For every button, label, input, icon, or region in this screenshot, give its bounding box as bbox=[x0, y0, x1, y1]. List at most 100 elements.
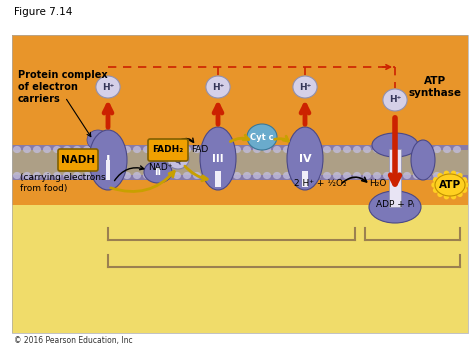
Ellipse shape bbox=[273, 172, 281, 179]
Ellipse shape bbox=[73, 146, 81, 153]
Ellipse shape bbox=[423, 172, 431, 179]
Ellipse shape bbox=[133, 172, 141, 179]
Ellipse shape bbox=[243, 172, 251, 179]
Text: H⁺: H⁺ bbox=[212, 82, 224, 92]
Ellipse shape bbox=[383, 172, 391, 179]
Ellipse shape bbox=[343, 172, 351, 179]
Ellipse shape bbox=[213, 146, 221, 153]
Ellipse shape bbox=[63, 172, 71, 179]
Ellipse shape bbox=[443, 172, 451, 179]
Ellipse shape bbox=[253, 146, 261, 153]
Text: Cyt c: Cyt c bbox=[250, 132, 274, 142]
Ellipse shape bbox=[153, 172, 161, 179]
Ellipse shape bbox=[173, 172, 181, 179]
Ellipse shape bbox=[113, 172, 121, 179]
Ellipse shape bbox=[293, 76, 317, 98]
Text: ADP + Pᵢ: ADP + Pᵢ bbox=[376, 200, 414, 209]
Ellipse shape bbox=[393, 146, 401, 153]
Ellipse shape bbox=[153, 146, 161, 153]
Text: ATP: ATP bbox=[439, 180, 461, 190]
Ellipse shape bbox=[293, 172, 301, 179]
Ellipse shape bbox=[103, 172, 111, 179]
Ellipse shape bbox=[303, 146, 311, 153]
Ellipse shape bbox=[253, 172, 261, 179]
Ellipse shape bbox=[353, 172, 361, 179]
Bar bbox=[12, 35, 468, 333]
Text: ATP
synthase: ATP synthase bbox=[409, 76, 462, 98]
Ellipse shape bbox=[43, 172, 51, 179]
Ellipse shape bbox=[73, 172, 81, 179]
Ellipse shape bbox=[173, 146, 181, 153]
Ellipse shape bbox=[87, 130, 109, 150]
Ellipse shape bbox=[433, 172, 441, 179]
Text: H⁺: H⁺ bbox=[102, 82, 114, 92]
Ellipse shape bbox=[123, 146, 131, 153]
Ellipse shape bbox=[233, 146, 241, 153]
Ellipse shape bbox=[203, 146, 211, 153]
Text: H₂O: H₂O bbox=[369, 179, 387, 187]
Ellipse shape bbox=[313, 146, 321, 153]
Ellipse shape bbox=[263, 146, 271, 153]
Ellipse shape bbox=[363, 172, 371, 179]
Ellipse shape bbox=[453, 172, 461, 179]
Text: NADH: NADH bbox=[61, 155, 95, 165]
Ellipse shape bbox=[247, 124, 277, 150]
Ellipse shape bbox=[200, 127, 236, 190]
Ellipse shape bbox=[303, 172, 311, 179]
Text: H⁺: H⁺ bbox=[389, 95, 401, 104]
Ellipse shape bbox=[103, 146, 111, 153]
Ellipse shape bbox=[413, 146, 421, 153]
Ellipse shape bbox=[33, 172, 41, 179]
Ellipse shape bbox=[343, 146, 351, 153]
Text: III: III bbox=[212, 153, 224, 164]
Ellipse shape bbox=[423, 146, 431, 153]
Ellipse shape bbox=[372, 133, 418, 157]
Text: IV: IV bbox=[299, 153, 311, 164]
Ellipse shape bbox=[393, 172, 401, 179]
Bar bbox=[12, 35, 468, 205]
FancyBboxPatch shape bbox=[58, 149, 98, 171]
Ellipse shape bbox=[143, 172, 151, 179]
Ellipse shape bbox=[283, 172, 291, 179]
Bar bbox=[12, 145, 468, 180]
Ellipse shape bbox=[163, 146, 171, 153]
Text: Figure 7.14: Figure 7.14 bbox=[14, 7, 73, 17]
Ellipse shape bbox=[123, 172, 131, 179]
Ellipse shape bbox=[183, 146, 191, 153]
Text: FAD: FAD bbox=[191, 146, 209, 154]
Ellipse shape bbox=[163, 172, 171, 179]
Ellipse shape bbox=[369, 191, 421, 223]
Ellipse shape bbox=[183, 172, 191, 179]
Ellipse shape bbox=[43, 146, 51, 153]
Ellipse shape bbox=[333, 146, 341, 153]
Ellipse shape bbox=[23, 146, 31, 153]
Ellipse shape bbox=[213, 172, 221, 179]
Ellipse shape bbox=[33, 146, 41, 153]
Text: Q: Q bbox=[174, 154, 182, 164]
Text: © 2016 Pearson Education, Inc: © 2016 Pearson Education, Inc bbox=[14, 336, 133, 345]
Ellipse shape bbox=[167, 149, 189, 169]
Ellipse shape bbox=[203, 172, 211, 179]
Ellipse shape bbox=[373, 172, 381, 179]
Ellipse shape bbox=[243, 146, 251, 153]
Ellipse shape bbox=[263, 172, 271, 179]
Ellipse shape bbox=[133, 146, 141, 153]
Ellipse shape bbox=[93, 172, 101, 179]
Ellipse shape bbox=[193, 172, 201, 179]
Ellipse shape bbox=[93, 146, 101, 153]
Ellipse shape bbox=[383, 146, 391, 153]
Ellipse shape bbox=[323, 172, 331, 179]
Ellipse shape bbox=[89, 130, 127, 190]
Ellipse shape bbox=[113, 146, 121, 153]
Ellipse shape bbox=[443, 146, 451, 153]
Ellipse shape bbox=[313, 172, 321, 179]
Text: FADH₂: FADH₂ bbox=[152, 146, 183, 154]
Ellipse shape bbox=[403, 146, 411, 153]
Bar bbox=[106, 160, 110, 180]
Text: I: I bbox=[106, 153, 110, 166]
Ellipse shape bbox=[353, 146, 361, 153]
Ellipse shape bbox=[223, 146, 231, 153]
Ellipse shape bbox=[233, 172, 241, 179]
Text: (carrying electrons
from food): (carrying electrons from food) bbox=[20, 173, 106, 193]
Ellipse shape bbox=[13, 172, 21, 179]
